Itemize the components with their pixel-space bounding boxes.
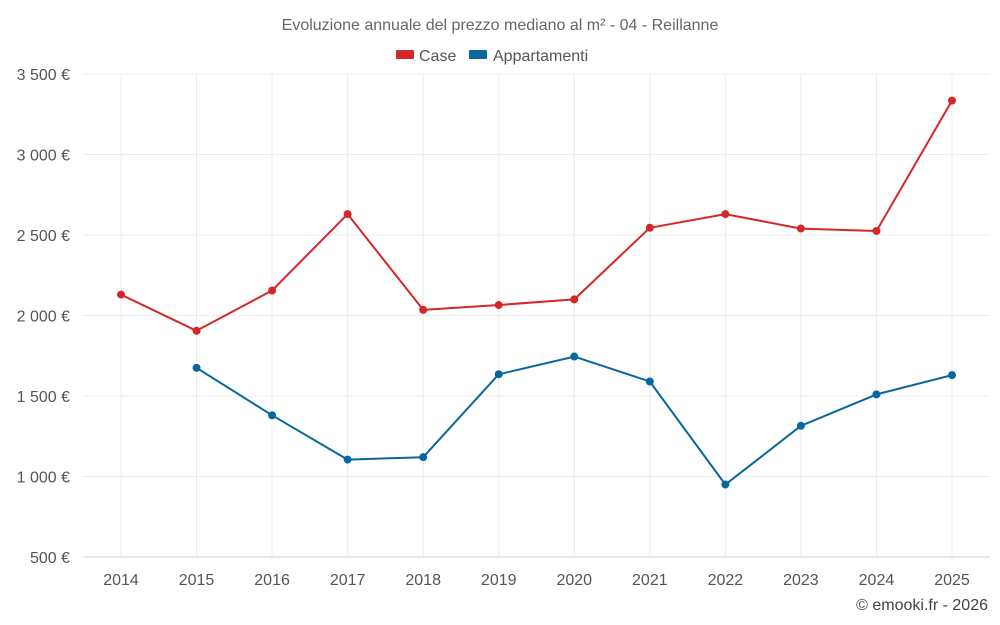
credit-text: © emooki.fr - 2026 bbox=[856, 597, 988, 614]
x-tick-label: 2024 bbox=[859, 572, 895, 589]
y-axis: 500 € 1 000 € 1 500 € 2 000 € 2 500 € 3 000 €… bbox=[17, 67, 70, 567]
x-tick-label: 2025 bbox=[934, 572, 970, 589]
y-tick-label: 500 € bbox=[30, 550, 70, 567]
data-point-case[interactable] bbox=[343, 210, 352, 219]
legend: Case Appartamenti bbox=[396, 48, 588, 65]
data-point-case[interactable] bbox=[796, 224, 805, 233]
y-tick-label: 2 500 € bbox=[17, 228, 70, 245]
y-tick-label: 2 000 € bbox=[17, 309, 70, 326]
data-point-appartamenti[interactable] bbox=[570, 352, 579, 361]
x-tick-label: 2021 bbox=[632, 572, 668, 589]
y-tick-label: 3 000 € bbox=[17, 148, 70, 165]
x-axis: 2014 2015 2016 2017 2018 2019 2020 2021 2022 2023… bbox=[83, 556, 990, 589]
x-tick-label: 2015 bbox=[179, 572, 215, 589]
series-line-case bbox=[120, 100, 953, 332]
x-tick-label: 2022 bbox=[708, 572, 744, 589]
legend-swatch-case[interactable] bbox=[396, 50, 414, 59]
data-point-case[interactable] bbox=[192, 326, 201, 335]
y-tick-label: 1 000 € bbox=[17, 470, 70, 487]
x-tick-label: 2023 bbox=[783, 572, 819, 589]
x-tick-label: 2020 bbox=[556, 572, 592, 589]
data-point-case[interactable] bbox=[494, 301, 503, 310]
data-point-case[interactable] bbox=[645, 223, 654, 232]
x-tick-label: 2019 bbox=[481, 572, 517, 589]
data-point-case[interactable] bbox=[419, 305, 428, 314]
x-tick-label: 2017 bbox=[330, 572, 366, 589]
data-point-case[interactable] bbox=[268, 286, 277, 295]
data-point-appartamenti[interactable] bbox=[343, 455, 352, 464]
data-point-appartamenti[interactable] bbox=[192, 363, 201, 372]
data-point-case[interactable] bbox=[117, 290, 125, 299]
data-point-appartamenti[interactable] bbox=[419, 453, 428, 462]
data-point-case[interactable] bbox=[570, 295, 579, 304]
data-point-appartamenti[interactable] bbox=[796, 421, 805, 430]
series bbox=[117, 96, 956, 489]
data-point-case[interactable] bbox=[872, 226, 881, 235]
y-tick-label: 1 500 € bbox=[17, 389, 70, 406]
data-point-appartamenti[interactable] bbox=[494, 370, 503, 379]
y-tick-label: 3 500 € bbox=[17, 67, 70, 84]
data-point-appartamenti[interactable] bbox=[872, 390, 881, 399]
grid bbox=[83, 73, 990, 557]
x-tick-label: 2018 bbox=[405, 572, 441, 589]
legend-label-case[interactable]: Case bbox=[419, 48, 456, 65]
data-point-case[interactable] bbox=[721, 210, 730, 219]
legend-label-appartamenti[interactable]: Appartamenti bbox=[493, 48, 588, 65]
x-tick-label: 2014 bbox=[103, 572, 139, 589]
data-point-appartamenti[interactable] bbox=[268, 411, 277, 420]
data-point-case[interactable] bbox=[948, 96, 956, 105]
data-point-appartamenti[interactable] bbox=[948, 371, 956, 380]
legend-swatch-appartamenti[interactable] bbox=[469, 50, 487, 59]
data-point-appartamenti[interactable] bbox=[721, 480, 730, 489]
x-tick-label: 2016 bbox=[254, 572, 290, 589]
chart-title: Evoluzione annuale del prezzo mediano al… bbox=[282, 17, 719, 34]
data-point-appartamenti[interactable] bbox=[645, 377, 654, 386]
